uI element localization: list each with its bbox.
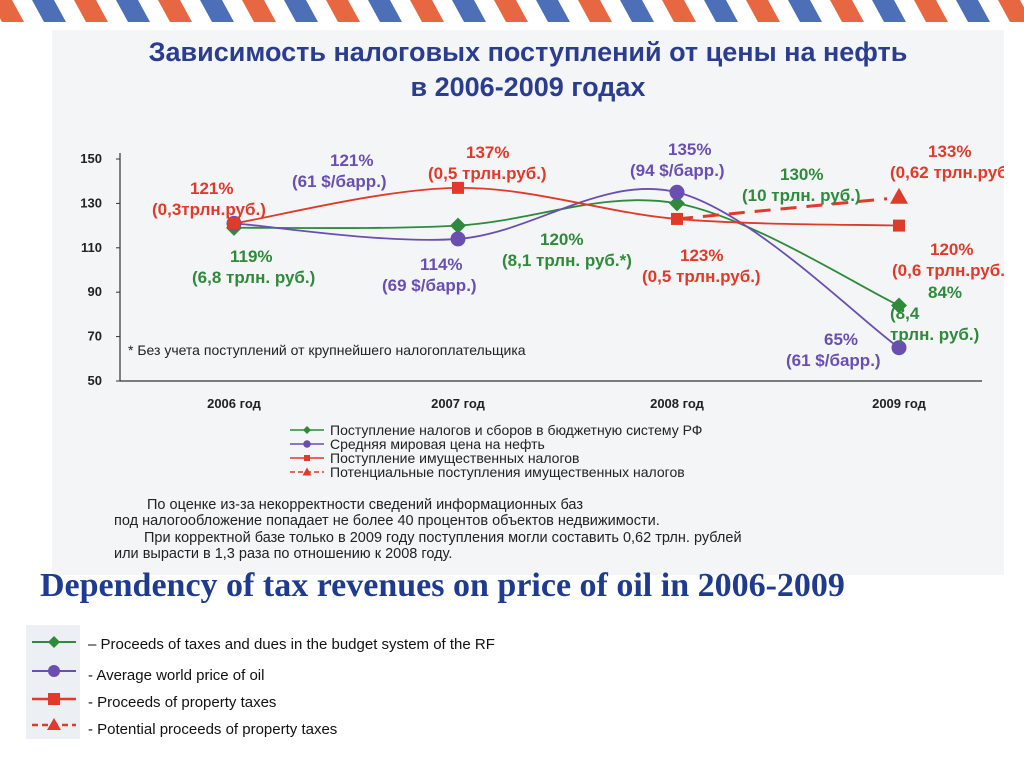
y-tick-label: 70 (88, 329, 102, 344)
paragraph-1-line-2: под налогообложение попадает не более 40… (114, 513, 660, 529)
legend-marker-square (304, 455, 310, 461)
data-label: 119% (6,8 трлн. руб.) (192, 247, 315, 287)
x-tick-label: 2006 год (207, 396, 262, 411)
series-2 (226, 184, 907, 356)
chart: Зависимость налоговых поступлений от цен… (80, 37, 1004, 562)
data-label: 121% (0,3трлн.руб.) (152, 179, 266, 219)
red-triangle-icon (47, 718, 61, 730)
data-point-square (893, 219, 905, 232)
data-point-diamond (891, 297, 907, 314)
data-point-square (452, 181, 464, 194)
data-point-square (228, 217, 240, 230)
y-tick-label: 50 (88, 373, 102, 388)
english-title: Dependency of tax revenues on price of o… (40, 567, 845, 604)
legend-entry: Средняя мировая цена на нефть (330, 436, 545, 452)
english-legend-item-2: - Average world price of oil (88, 667, 265, 684)
legend-marker-triangle (302, 467, 312, 476)
data-label: 121% (61 $/барр.) (292, 151, 387, 191)
data-label: 114% (69 $/барр.) (382, 255, 477, 295)
data-label: 120% (8,1 трлн. руб.*) (502, 230, 632, 270)
data-label: 130% (10 трлн. руб.) (742, 165, 861, 205)
legend-marker-diamond (303, 426, 311, 434)
purple-circle-icon (48, 665, 60, 677)
data-label: 123% (0,5 трлн.руб.) (642, 246, 761, 286)
y-tick-label: 130 (80, 195, 102, 210)
y-tick-label: 150 (80, 151, 102, 166)
paragraph-2-line-2: или вырасти в 1,3 раза по отношению к 20… (114, 546, 452, 562)
english-legend-item-1: – Proceeds of taxes and dues in the budg… (88, 636, 495, 653)
series-line (233, 199, 900, 307)
legend-entry: Поступление налогов и сборов в бюджетную… (330, 422, 702, 438)
english-legend-icons (26, 625, 80, 739)
red-square-icon (48, 693, 60, 705)
x-tick-label: 2007 год (431, 396, 486, 411)
x-tick-label: 2009 год (872, 396, 927, 411)
series-1 (226, 195, 907, 314)
data-point-triangle (890, 187, 908, 204)
plot-area: 150 130 110 90 70 50 2006 год 2007 год 2008 год 2… (80, 140, 1004, 411)
scanned-chart-image: Зависимость налоговых поступлений от цен… (52, 30, 1004, 575)
legend-marker-circle (303, 440, 311, 448)
chart-footnote: * Без учета поступлений от крупнейшего н… (128, 342, 526, 358)
decorative-top-band (0, 0, 1024, 22)
paragraph-2-line-1: При корректной базе только в 2009 году п… (144, 530, 742, 546)
legend-entry: Поступление имущественных налогов (330, 450, 579, 466)
data-point-circle (450, 231, 466, 247)
paragraph-1-line-1: По оценке из-за некорректности сведений … (147, 497, 583, 513)
data-label: 133%(0,62 трлн.руб.) (890, 142, 1004, 182)
legend-entry: Потенциальные поступления имущественных … (330, 464, 685, 480)
series-line (233, 187, 900, 349)
english-legend-item-3: - Proceeds of property taxes (88, 694, 277, 711)
chart-title-line-2: в 2006-2009 годах (411, 72, 646, 102)
data-label: 135% (94 $/барр.) (630, 140, 725, 180)
chart-title-line-1: Зависимость налоговых поступлений от цен… (149, 37, 908, 67)
data-point-circle (891, 340, 907, 356)
series-4 (676, 187, 908, 221)
data-label: 120% (0,6 трлн.руб.) (892, 240, 1004, 280)
data-point-diamond (450, 217, 466, 234)
english-legend-item-4: - Potential proceeds of property taxes (88, 721, 338, 738)
series-line (233, 186, 900, 227)
series-line (676, 197, 888, 221)
data-label: 137% (0,5 трлн.руб.) (428, 143, 547, 183)
y-tick-label: 110 (81, 240, 102, 255)
data-label: 65% (61 $/барр.) (786, 330, 881, 370)
green-diamond-icon (48, 636, 60, 648)
y-tick-label: 90 (88, 284, 102, 299)
x-tick-label: 2008 год (650, 396, 705, 411)
chart-legend: Поступление налогов и сборов в бюджетную… (290, 422, 702, 480)
data-point-circle (669, 184, 685, 200)
data-label: 84% (8,4 трлн. руб.) (890, 283, 979, 344)
data-point-diamond (669, 195, 685, 212)
